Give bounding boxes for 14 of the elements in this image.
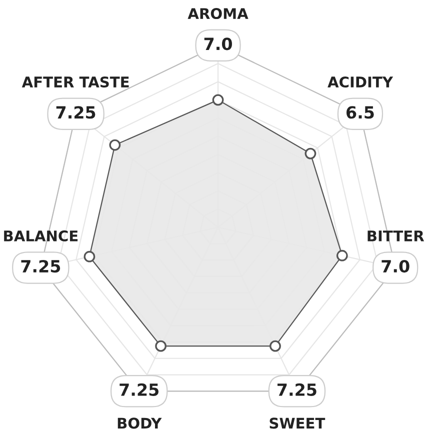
text: 7.25 bbox=[56, 106, 96, 119]
spoke-label: BODY bbox=[118, 418, 162, 429]
spoke-label: BITTER bbox=[368, 230, 424, 242]
text: 7.25 bbox=[278, 383, 316, 396]
spoke-label: BALANCE bbox=[4, 230, 78, 242]
spoke-label: SWEET bbox=[270, 418, 326, 429]
spoke-label: AROMA bbox=[188, 8, 248, 20]
text: 6.5 bbox=[346, 106, 374, 119]
spoke-label: ACIDITY bbox=[328, 76, 394, 88]
spoke-label: AFTER TASTE bbox=[22, 76, 129, 88]
text: 7.0 bbox=[204, 38, 232, 50]
text: 7.25 bbox=[21, 260, 60, 273]
text: 7.0 bbox=[382, 260, 410, 273]
text: 7.25 bbox=[120, 383, 158, 396]
